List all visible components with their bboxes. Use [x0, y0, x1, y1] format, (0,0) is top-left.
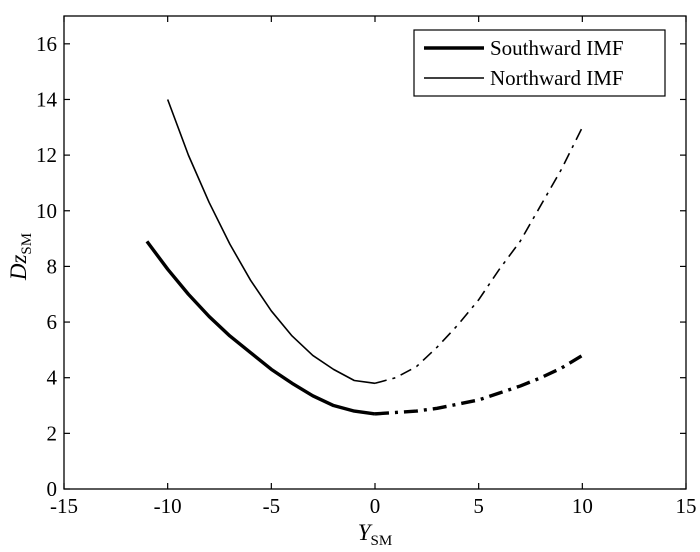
ticks-layer: -15 -10 -5 0 5 10 15 0 2 4 6 8 10 12 14 16	[36, 16, 697, 518]
axis-labels: YSM DzSM	[6, 233, 392, 549]
y-tick-label: 6	[47, 310, 58, 334]
y-tick-label: 8	[47, 254, 58, 278]
x-tick-label: 5	[473, 494, 484, 518]
series-line-dashdot	[374, 353, 584, 416]
series-line-solid	[145, 240, 376, 416]
series-line-dashdot	[374, 126, 584, 385]
y-tick-label: 10	[36, 199, 57, 223]
legend-label: Southward IMF	[490, 36, 624, 60]
y-tick-label: 16	[36, 32, 57, 56]
x-tick-label: -15	[50, 494, 78, 518]
x-tick-label: -5	[263, 494, 281, 518]
legend-box	[413, 29, 666, 97]
x-axis-label: YSM	[358, 520, 392, 549]
y-axis-label: DzSM	[6, 233, 35, 281]
series-line-solid	[166, 99, 376, 385]
x-tick-label: 15	[676, 494, 697, 518]
legend: Southward IMF Northward IMF	[413, 29, 666, 97]
x-tick-label: -10	[154, 494, 182, 518]
x-tick-label: 0	[370, 494, 381, 518]
series-layer	[145, 99, 584, 416]
x-tick-label: 10	[572, 494, 593, 518]
series-southward-imf	[145, 240, 584, 416]
y-tick-label: 2	[47, 421, 58, 445]
y-tick-label: 4	[47, 366, 58, 390]
y-tick-label: 0	[47, 477, 58, 501]
y-tick-label: 12	[36, 143, 57, 167]
legend-label: Northward IMF	[490, 66, 624, 90]
y-tick-label: 14	[36, 87, 58, 111]
series-northward-imf	[166, 99, 584, 385]
